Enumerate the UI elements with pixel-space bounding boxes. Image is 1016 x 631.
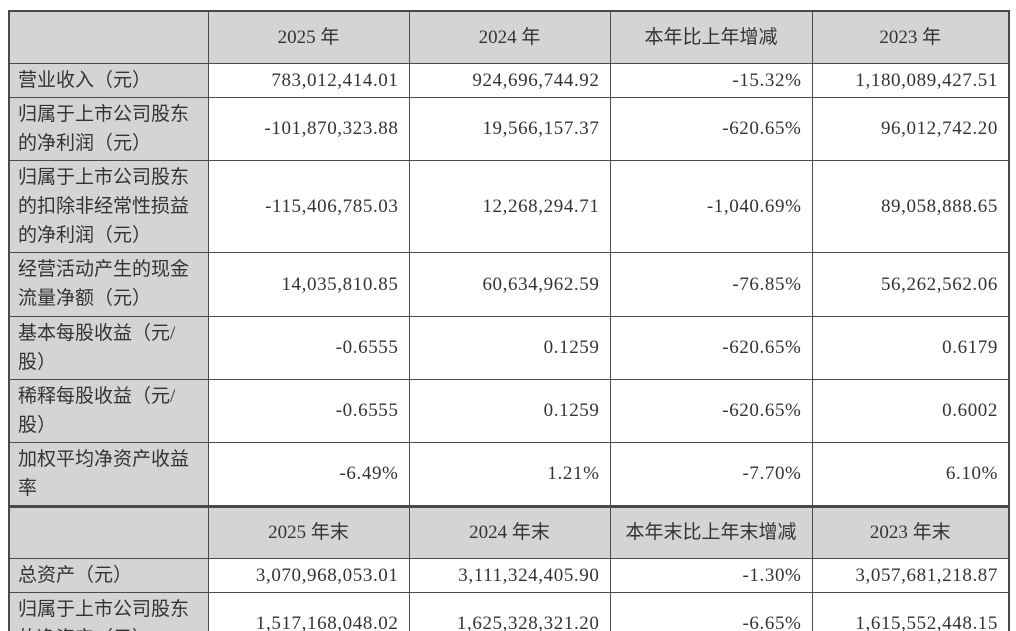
row-label: 归属于上市公司股东的净利润（元） (8, 96, 209, 161)
column-header-end-yoy-change: 本年末比上年末增减 (609, 504, 813, 559)
cell-value: 14,035,810.85 (207, 251, 410, 317)
cell-value: 19,566,157.37 (408, 96, 611, 161)
column-header-2023: 2023 年 (811, 10, 1010, 64)
cell-value: 1,625,328,321.20 (408, 591, 611, 631)
cell-value: -6.49% (207, 441, 410, 507)
row-label: 归属于上市公司股东的扣除非经常性损益的净利润（元） (8, 159, 209, 253)
cell-value: -620.65% (609, 315, 813, 380)
row-label: 营业收入（元） (8, 62, 209, 98)
cell-value: 89,058,888.65 (811, 159, 1010, 253)
cell-value: -0.6555 (207, 315, 410, 380)
cell-value: 3,111,324,405.90 (408, 557, 611, 593)
table-row-net-profit: 归属于上市公司股东的净利润（元） -101,870,323.88 19,566,… (8, 96, 1010, 161)
cell-value: 12,268,294.71 (408, 159, 611, 253)
table-row-net-profit-excl-nonrecurring: 归属于上市公司股东的扣除非经常性损益的净利润（元） -115,406,785.0… (8, 159, 1010, 253)
period-end-header-row: 2025 年末 2024 年末 本年末比上年末增减 2023 年末 (8, 504, 1010, 559)
cell-value: -15.32% (609, 62, 813, 98)
table-row-basic-eps: 基本每股收益（元/股） -0.6555 0.1259 -620.65% 0.61… (8, 315, 1010, 380)
table-row-diluted-eps: 稀释每股收益（元/股） -0.6555 0.1259 -620.65% 0.60… (8, 378, 1010, 443)
cell-value: -7.70% (609, 441, 813, 507)
table-row-net-assets: 归属于上市公司股东的净资产（元） 1,517,168,048.02 1,625,… (8, 591, 1010, 631)
corner-empty-cell (8, 10, 209, 64)
column-header-2025: 2025 年 (207, 10, 410, 64)
cell-value: 0.6179 (811, 315, 1010, 380)
cell-value: 0.1259 (408, 315, 611, 380)
row-label: 稀释每股收益（元/股） (8, 378, 209, 443)
cell-value: -1,040.69% (609, 159, 813, 253)
table-row-operating-revenue: 营业收入（元） 783,012,414.01 924,696,744.92 -1… (8, 62, 1010, 98)
cell-value: 0.1259 (408, 378, 611, 443)
cell-value: -0.6555 (207, 378, 410, 443)
cell-value: 924,696,744.92 (408, 62, 611, 98)
cell-value: -101,870,323.88 (207, 96, 410, 161)
cell-value: 783,012,414.01 (207, 62, 410, 98)
row-label: 经营活动产生的现金流量净额（元） (8, 251, 209, 317)
column-header-yoy-change: 本年比上年增减 (609, 10, 813, 64)
cell-value: -1.30% (609, 557, 813, 593)
table-row-operating-cash-flow: 经营活动产生的现金流量净额（元） 14,035,810.85 60,634,96… (8, 251, 1010, 317)
cell-value: 0.6002 (811, 378, 1010, 443)
cell-value: 3,057,681,218.87 (811, 557, 1010, 593)
column-header-2025-end: 2025 年末 (207, 504, 410, 559)
column-header-2024: 2024 年 (408, 10, 611, 64)
cell-value: -6.65% (609, 591, 813, 631)
cell-value: 6.10% (811, 441, 1010, 507)
cell-value: -76.85% (609, 251, 813, 317)
column-header-2024-end: 2024 年末 (408, 504, 611, 559)
row-label: 基本每股收益（元/股） (8, 315, 209, 380)
period-header-row: 2025 年 2024 年 本年比上年增减 2023 年 (8, 10, 1010, 64)
cell-value: 1.21% (408, 441, 611, 507)
row-label: 总资产（元） (8, 557, 209, 593)
cell-value: -620.65% (609, 96, 813, 161)
cell-value: 3,070,968,053.01 (207, 557, 410, 593)
cell-value: -115,406,785.03 (207, 159, 410, 253)
row-label: 加权平均净资产收益率 (8, 441, 209, 507)
table-row-weighted-avg-roe: 加权平均净资产收益率 -6.49% 1.21% -7.70% 6.10% (8, 441, 1010, 507)
corner-empty-cell (8, 504, 209, 559)
financial-summary-table: 2025 年 2024 年 本年比上年增减 2023 年 营业收入（元） 783… (8, 10, 1010, 631)
cell-value: 56,262,562.06 (811, 251, 1010, 317)
cell-value: 60,634,962.59 (408, 251, 611, 317)
column-header-2023-end: 2023 年末 (811, 504, 1010, 559)
row-label: 归属于上市公司股东的净资产（元） (8, 591, 209, 631)
cell-value: -620.65% (609, 378, 813, 443)
cell-value: 1,615,552,448.15 (811, 591, 1010, 631)
cell-value: 1,180,089,427.51 (811, 62, 1010, 98)
cell-value: 96,012,742.20 (811, 96, 1010, 161)
table-row-total-assets: 总资产（元） 3,070,968,053.01 3,111,324,405.90… (8, 557, 1010, 593)
cell-value: 1,517,168,048.02 (207, 591, 410, 631)
